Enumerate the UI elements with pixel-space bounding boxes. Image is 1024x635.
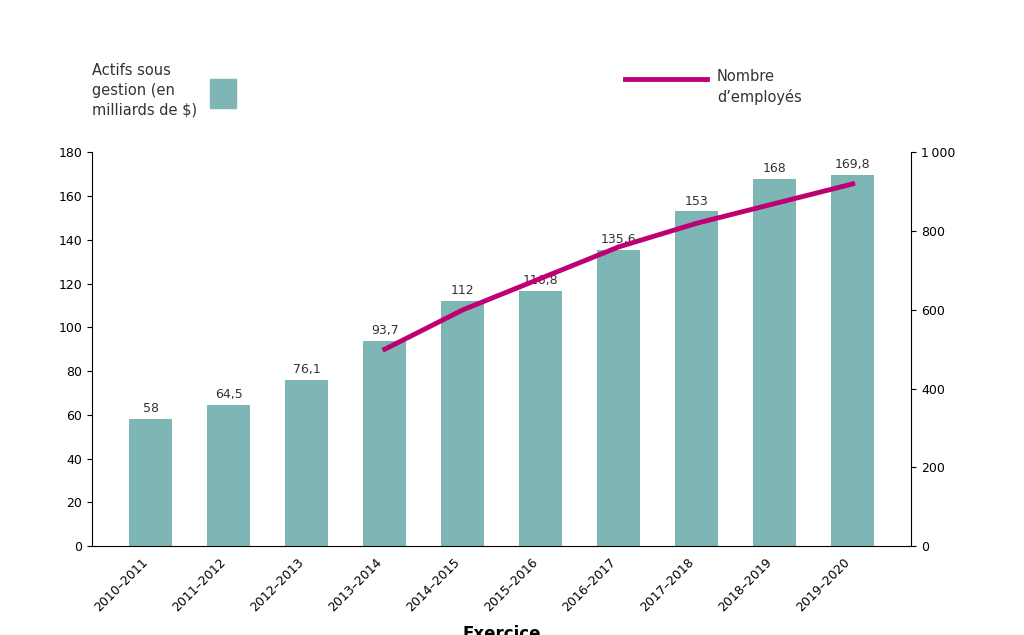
Bar [364,341,407,546]
Bar [208,405,250,546]
Text: 169,8: 169,8 [835,157,870,171]
Bar [286,380,329,546]
Bar [441,301,484,546]
Text: 116,8: 116,8 [523,274,558,286]
Text: 153: 153 [685,194,709,208]
Text: 168: 168 [763,162,786,175]
Bar [519,291,562,546]
Text: 112: 112 [451,284,474,297]
Text: 64,5: 64,5 [215,388,243,401]
Bar [597,250,640,546]
Text: 93,7: 93,7 [371,324,398,337]
Bar [675,211,718,546]
Bar [754,178,796,546]
Bar [129,419,172,546]
Bar [831,175,874,546]
Text: Nombre
d’employés: Nombre d’employés [717,69,802,105]
Text: Actifs sous
gestion (en
milliards de $): Actifs sous gestion (en milliards de $) [92,63,198,117]
Text: 135,6: 135,6 [601,232,637,246]
Text: 76,1: 76,1 [293,363,321,376]
Text: 58: 58 [142,403,159,415]
X-axis label: Exercice: Exercice [463,625,541,635]
